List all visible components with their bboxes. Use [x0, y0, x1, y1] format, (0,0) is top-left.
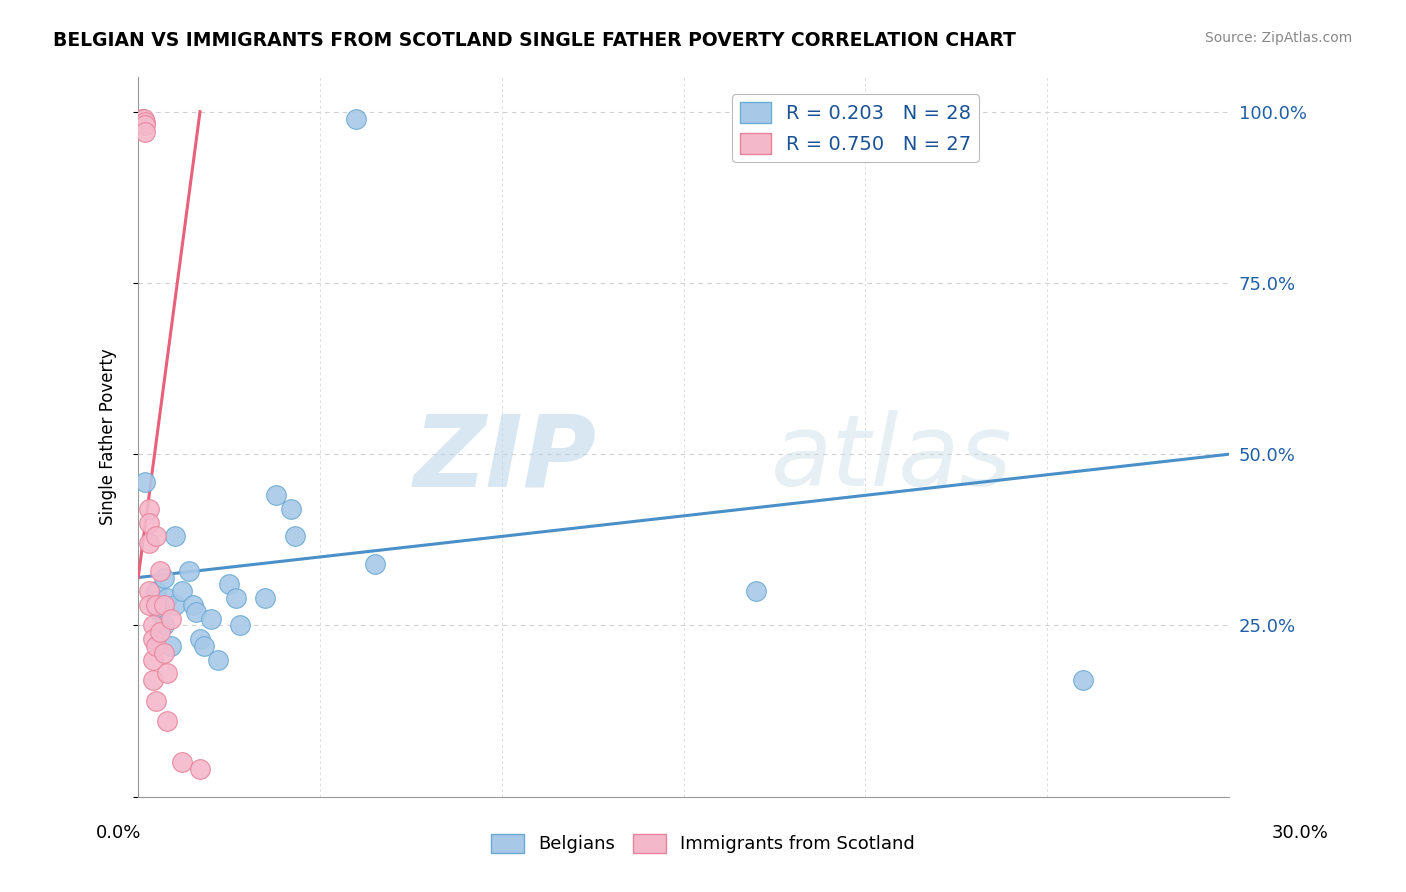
Point: [156, 666, 179, 681]
Point: [134, 125, 156, 139]
Legend: R = 0.203   N = 28, R = 0.750   N = 27: R = 0.203 N = 28, R = 0.750 N = 27: [733, 95, 979, 162]
Point: [138, 502, 160, 516]
Point: [229, 618, 252, 632]
Point: [745, 584, 768, 599]
Point: [138, 584, 160, 599]
Text: 30.0%: 30.0%: [1272, 824, 1329, 842]
Point: [138, 598, 160, 612]
Point: [188, 632, 211, 647]
Point: [152, 646, 174, 660]
Point: [177, 564, 200, 578]
Point: [138, 536, 160, 550]
Point: [138, 516, 160, 530]
Point: [142, 673, 165, 688]
Point: [142, 618, 165, 632]
Point: [160, 639, 183, 653]
Point: [163, 598, 186, 612]
Point: [170, 756, 193, 770]
Point: [254, 591, 277, 605]
Point: [188, 762, 211, 776]
Point: [163, 529, 186, 543]
Point: [149, 605, 172, 619]
Text: ZIP: ZIP: [413, 410, 596, 508]
Point: [152, 618, 174, 632]
Legend: Belgians, Immigrants from Scotland: Belgians, Immigrants from Scotland: [484, 827, 922, 861]
Text: BELGIAN VS IMMIGRANTS FROM SCOTLAND SINGLE FATHER POVERTY CORRELATION CHART: BELGIAN VS IMMIGRANTS FROM SCOTLAND SING…: [53, 31, 1017, 50]
Point: [134, 115, 156, 129]
Point: [149, 625, 172, 640]
Point: [152, 598, 174, 612]
Point: [145, 639, 167, 653]
Point: [1073, 673, 1095, 688]
Point: [266, 488, 288, 502]
Point: [142, 653, 165, 667]
Point: [134, 475, 156, 489]
Point: [218, 577, 240, 591]
Point: [363, 557, 385, 571]
Point: [145, 598, 167, 612]
Point: [207, 653, 229, 667]
Point: [149, 564, 172, 578]
Point: [156, 591, 179, 605]
Point: [181, 598, 204, 612]
Point: [145, 584, 167, 599]
Point: [160, 612, 183, 626]
Point: [145, 694, 167, 708]
Y-axis label: Single Father Poverty: Single Father Poverty: [100, 349, 117, 525]
Point: [193, 639, 215, 653]
Point: [225, 591, 247, 605]
Text: Source: ZipAtlas.com: Source: ZipAtlas.com: [1205, 31, 1353, 45]
Point: [344, 112, 367, 126]
Point: [142, 632, 165, 647]
Point: [280, 502, 302, 516]
Point: [132, 112, 155, 126]
Point: [131, 112, 153, 126]
Text: 0.0%: 0.0%: [96, 824, 141, 842]
Point: [156, 714, 179, 729]
Point: [186, 605, 208, 619]
Point: [170, 584, 193, 599]
Point: [145, 529, 167, 543]
Text: atlas: atlas: [770, 410, 1012, 508]
Point: [200, 612, 222, 626]
Point: [152, 570, 174, 584]
Point: [134, 119, 156, 133]
Point: [283, 529, 305, 543]
